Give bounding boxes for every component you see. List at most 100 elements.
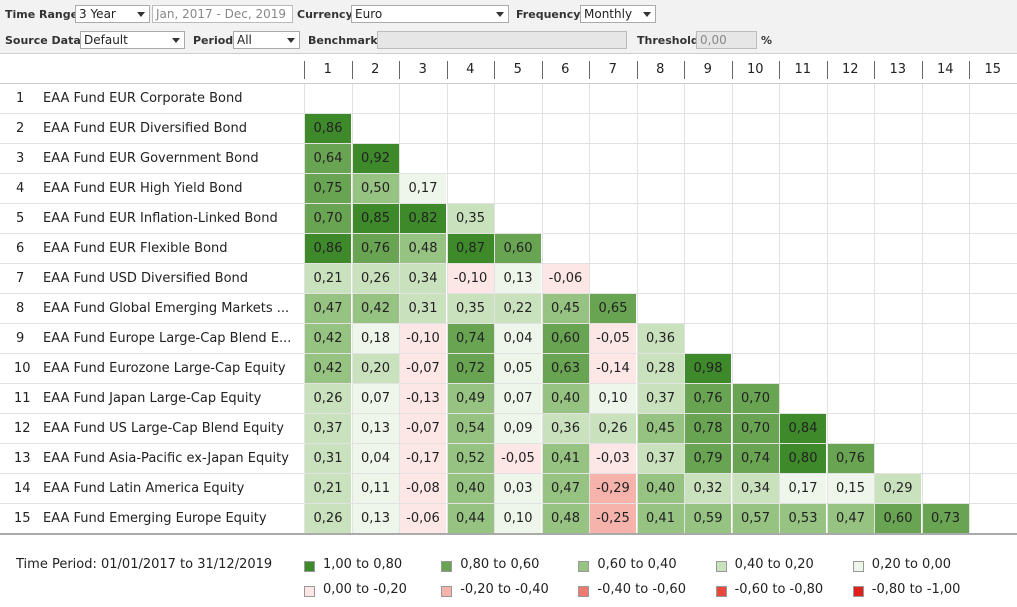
column-line (399, 84, 400, 534)
cell: 0,85 (352, 204, 399, 233)
row-line (0, 263, 1017, 264)
column-separator (874, 61, 875, 79)
legend-swatch (852, 561, 864, 572)
cell: 0,40 (542, 384, 589, 413)
cell: 0,42 (352, 294, 399, 323)
toolbar: Time Range 3 Year Jan, 2017 - Dec, 2019 … (0, 0, 1017, 54)
cell: 0,76 (827, 444, 874, 473)
row-line (0, 383, 1017, 384)
cell: 0,21 (305, 474, 351, 503)
cell: 0,65 (590, 294, 636, 323)
cell: -0,17 (400, 444, 446, 473)
row-line (0, 143, 1017, 144)
row-number: 4 (16, 181, 25, 196)
source-select[interactable]: Default (80, 31, 185, 49)
row-line (0, 353, 1017, 354)
column-header: 4 (466, 62, 475, 77)
column-header: 2 (371, 62, 380, 77)
cell: 0,31 (305, 444, 351, 473)
date-range-input[interactable]: Jan, 2017 - Dec, 2019 (152, 5, 293, 23)
cell: 0,63 (542, 354, 589, 383)
legend-label: 0,40 to 0,20 (734, 557, 814, 572)
row-name: EAA Fund USD Diversified Bond (43, 271, 249, 286)
column-separator (969, 61, 970, 79)
cell: 0,57 (732, 504, 779, 533)
cell: 0,05 (495, 354, 541, 383)
row-number: 6 (16, 241, 25, 256)
cell: -0,10 (400, 324, 446, 353)
cell: 0,41 (542, 444, 589, 473)
column-header: 10 (746, 62, 764, 77)
column-header: 13 (889, 62, 907, 77)
time-range-select[interactable]: 3 Year (75, 5, 150, 23)
cell: 0,40 (447, 474, 494, 503)
cell: -0,03 (590, 444, 636, 473)
column-separator (446, 61, 448, 79)
column-header: 7 (608, 62, 617, 77)
cell: 0,86 (305, 114, 351, 143)
row-number: 7 (16, 271, 25, 286)
label: Source Data (5, 34, 81, 47)
cell: 0,42 (305, 324, 351, 353)
legend-swatch (304, 586, 315, 597)
legend-swatch (578, 586, 590, 597)
column-line (874, 84, 875, 534)
column-line (731, 84, 733, 534)
row-name: EAA Fund Global Emerging Markets ... (43, 301, 290, 316)
cell: 0,48 (542, 504, 589, 533)
cell: -0,06 (542, 264, 589, 293)
cell: -0,10 (447, 264, 494, 293)
threshold-input[interactable]: 0,00 (696, 31, 757, 49)
cell: 0,70 (732, 414, 779, 443)
cell: 0,44 (447, 504, 494, 533)
cell: 0,13 (495, 264, 541, 293)
cell: -0,05 (495, 444, 541, 473)
frequency-select[interactable]: Monthly (580, 5, 656, 23)
cell: 0,10 (495, 504, 541, 533)
cell: 0,73 (922, 504, 969, 533)
row-number: 11 (14, 391, 31, 406)
cell: 0,04 (352, 444, 399, 473)
row-line (0, 413, 1017, 414)
cell: 0,31 (400, 294, 446, 323)
currency-select[interactable]: Euro (351, 5, 509, 23)
column-header: 11 (794, 62, 812, 77)
row-number: 8 (16, 301, 25, 316)
label: Time Range (5, 8, 79, 21)
cell: 0,36 (542, 414, 589, 443)
column-separator (684, 61, 685, 79)
cell: 0,41 (637, 504, 684, 533)
column-separator (494, 61, 495, 79)
period-select[interactable]: All (233, 31, 300, 49)
column-header: 8 (656, 62, 665, 77)
column-line (446, 84, 448, 534)
cell: 0,37 (637, 444, 684, 473)
benchmark-input[interactable] (377, 31, 627, 49)
row-name: EAA Fund US Large-Cap Blend Equity (43, 421, 284, 436)
cell: -0,06 (400, 504, 446, 533)
row-line (0, 323, 1017, 324)
cell: -0,13 (400, 384, 446, 413)
column-header: 1 (323, 62, 332, 77)
row-name: EAA Fund Latin America Equity (43, 481, 245, 496)
cell: 0,54 (447, 414, 494, 443)
cell: 0,35 (447, 294, 494, 323)
legend-label: -0,80 to -1,00 (871, 582, 961, 597)
cell: 0,35 (447, 204, 494, 233)
cell: 0,60 (875, 504, 921, 533)
column-line (636, 84, 638, 534)
label: Currency (297, 8, 353, 21)
cell: 0,52 (447, 444, 494, 473)
legend-label: 1,00 to 0,80 (323, 557, 403, 572)
cell: 0,72 (447, 354, 494, 383)
cell: 0,87 (447, 234, 494, 263)
column-header: 5 (513, 62, 522, 77)
column-line (779, 84, 780, 534)
column-separator (351, 61, 353, 79)
column-line (826, 84, 828, 534)
cell: 0,26 (305, 504, 351, 533)
cell: 0,13 (352, 504, 399, 533)
legend-swatch (441, 586, 453, 597)
column-line (589, 84, 590, 534)
